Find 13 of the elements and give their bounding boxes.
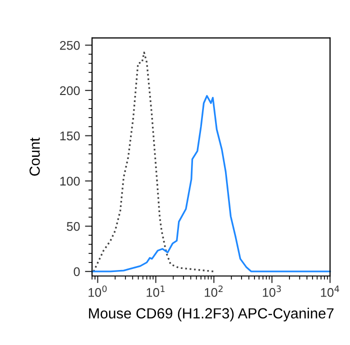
- x-tick-label: 10$^{3}$: [262, 285, 281, 297]
- x-axis-title: Mouse CD69 (H1.2F3) APC-Cyanine7: [89, 308, 334, 322]
- y-tick-label: 0: [74, 267, 80, 276]
- y-tick-label: 100: [60, 176, 80, 186]
- y-axis-title: Count: [30, 138, 40, 176]
- x-tick-label: 10$^{2}$: [204, 285, 223, 297]
- x-tick-label: 10$^{1}$: [146, 286, 165, 297]
- y-tick-label: 150: [60, 132, 80, 140]
- x-tick-label: 10$^{4}$: [321, 286, 340, 297]
- y-tick-label: 250: [60, 40, 80, 50]
- x-tick-label: 10$^{0}$: [88, 285, 107, 297]
- y-tick-label: 200: [60, 86, 80, 96]
- y-tick-label: 50: [66, 222, 80, 231]
